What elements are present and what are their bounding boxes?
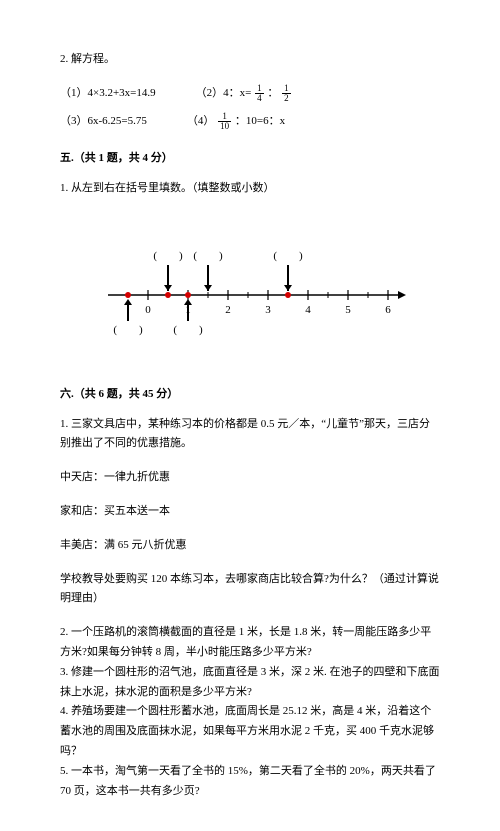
svg-text:( ): ( ) [153,250,183,262]
svg-text:( ): ( ) [273,250,303,262]
eq2-prefix: （2）4：x= [196,87,252,99]
q2-title: 2. 解方程。 [60,50,440,70]
frac-den: 10 [218,122,231,131]
svg-text:( ): ( ) [193,250,223,262]
frac-den: 2 [282,94,291,103]
svg-text:4: 4 [305,304,311,316]
section-5-q1: 1. 从左到右在括号里填数。（填整数或小数） [60,179,440,199]
svg-text:( ): ( ) [173,324,203,336]
eq-2: （2）4：x= 1 4 ： 1 2 [196,84,292,104]
number-line-figure: 0123456( )( )( )( )( ) [90,223,410,361]
shop-1: 中天店：一律九折优惠 [60,468,440,488]
question-2-solve-equations: 2. 解方程。 [60,50,440,70]
svg-text:5: 5 [345,304,351,316]
sec6-q5: 5. 一本书，淘气第一天看了全书的 15%，第二天看了全书的 20%，两天共看了… [60,762,440,802]
fraction-1-2: 1 2 [281,84,292,103]
svg-text:3: 3 [265,304,271,316]
frac-den: 4 [255,94,264,103]
eq2-mid: ： [267,87,278,99]
equation-row-1: （1）4×3.2+3x=14.9 （2）4：x= 1 4 ： 1 2 [60,84,440,104]
fraction-1-10: 1 10 [217,112,232,131]
section-5-title: 五.（共 1 题，共 4 分） [60,149,440,169]
equation-row-2: （3）6x-6.25=5.75 （4） 1 10 ：10=6：x [60,112,440,132]
sec6-q1: 1. 三家文具店中，某种练习本的价格都是 0.5 元／本，“儿童节”那天，三店分… [60,415,440,455]
number-line-svg: 0123456( )( )( )( )( ) [90,223,410,353]
sec6-q2: 2. 一个压路机的滚筒横截面的直径是 1 米，长是 1.8 米，转一周能压路多少… [60,623,440,663]
eq-3: （3）6x-6.25=5.75 [60,112,147,132]
sec6-ask: 学校教导处要购买 120 本练习本，去哪家商店比较合算?为什么？（通过计算说明理… [60,570,440,610]
svg-text:2: 2 [225,304,231,316]
svg-text:0: 0 [145,304,151,316]
sec6-q4: 4. 养殖场要建一个圆柱形蓄水池，底面周长是 25.12 米，高是 4 米，沿着… [60,702,440,761]
eq4-suffix: ：10=6：x [235,115,285,127]
shop-2: 家和店：买五本送一本 [60,502,440,522]
eq-4: （4） 1 10 ：10=6：x [187,112,285,132]
eq-1: （1）4×3.2+3x=14.9 [60,84,156,104]
eq4-prefix: （4） [187,115,215,127]
svg-text:( ): ( ) [113,324,143,336]
sec6-q3: 3. 修建一个圆柱形的沼气池，底面直径是 3 米，深 2 米. 在池子的四壁和下… [60,663,440,703]
svg-text:6: 6 [385,304,391,316]
shop-3: 丰美店：满 65 元八折优惠 [60,536,440,556]
fraction-1-4: 1 4 [254,84,265,103]
section-6-title: 六.（共 6 题，共 45 分） [60,385,440,405]
